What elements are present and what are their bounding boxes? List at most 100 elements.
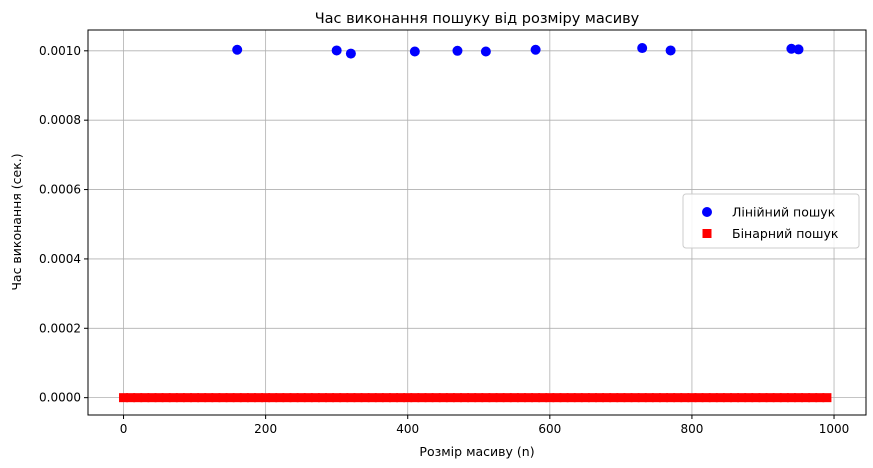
legend-label-binary: Бінарний пошук	[732, 226, 839, 241]
binary-search-point	[538, 393, 548, 403]
binary-search-point	[488, 393, 498, 403]
binary-search-point	[474, 393, 484, 403]
binary-search-point	[182, 393, 192, 403]
binary-search-point	[204, 393, 214, 403]
binary-search-point	[666, 393, 676, 403]
binary-search-point	[254, 393, 264, 403]
binary-search-point	[673, 393, 683, 403]
binary-search-point	[659, 393, 669, 403]
binary-search-point	[559, 393, 569, 403]
binary-search-point	[275, 393, 285, 403]
binary-search-point	[744, 393, 754, 403]
binary-search-point	[694, 393, 704, 403]
binary-search-point	[161, 393, 171, 403]
legend-box	[682, 193, 860, 249]
binary-search-point	[353, 393, 363, 403]
binary-search-point	[246, 393, 256, 403]
binary-search-point	[225, 393, 235, 403]
linear-search-point	[793, 44, 804, 55]
x-axis-ticks: 0 200 400 600 800 1000	[120, 415, 850, 436]
binary-search-point	[794, 393, 804, 403]
binary-search-point	[502, 393, 512, 403]
binary-search-point	[289, 393, 299, 403]
binary-search-point	[410, 393, 420, 403]
binary-search-point	[708, 393, 718, 403]
binary-search-point	[531, 393, 541, 403]
binary-search-point	[722, 393, 732, 403]
binary-search-point	[495, 393, 505, 403]
binary-search-point	[261, 393, 271, 403]
plot-area-frame	[87, 29, 867, 416]
binary-search-point	[758, 393, 768, 403]
binary-search-point	[637, 393, 647, 403]
y-tick-label: 0.0006	[39, 183, 81, 197]
y-tick-label: 0.0004	[39, 252, 81, 266]
binary-search-point	[197, 393, 207, 403]
binary-search-point	[467, 393, 477, 403]
binary-search-point	[772, 393, 782, 403]
binary-search-point	[296, 393, 306, 403]
binary-search-point	[701, 393, 711, 403]
binary-search-point	[374, 393, 384, 403]
x-tick-label: 800	[680, 422, 703, 436]
binary-search-point	[644, 393, 654, 403]
linear-search-point	[530, 44, 541, 55]
legend-marker-binary	[702, 229, 712, 238]
y-tick-label: 0.0000	[39, 391, 81, 405]
y-axis-label: Час виконання (сек.)	[9, 153, 24, 290]
x-tick-label: 1000	[819, 422, 850, 436]
binary-search-point	[801, 393, 811, 403]
binary-search-point	[651, 393, 661, 403]
binary-search-point	[630, 393, 640, 403]
binary-search-point	[133, 393, 143, 403]
binary-search-point	[211, 393, 221, 403]
binary-search-point	[779, 393, 789, 403]
binary-search-point	[424, 393, 434, 403]
binary-search-point	[751, 393, 761, 403]
binary-search-point	[552, 393, 562, 403]
binary-search-point	[346, 393, 356, 403]
binary-search-point	[715, 393, 725, 403]
x-tick-label: 400	[396, 422, 419, 436]
y-tick-label: 0.0008	[39, 113, 81, 127]
binary-search-point	[310, 393, 320, 403]
linear-search-series	[232, 43, 804, 59]
binary-search-point	[332, 393, 342, 403]
binary-search-point	[325, 393, 335, 403]
binary-search-point	[303, 393, 313, 403]
binary-search-point	[516, 393, 526, 403]
binary-search-point	[737, 393, 747, 403]
x-tick-label: 0	[120, 422, 128, 436]
binary-search-point	[786, 393, 796, 403]
binary-search-point	[438, 393, 448, 403]
binary-search-point	[218, 393, 228, 403]
binary-search-point	[822, 393, 832, 403]
binary-search-point	[566, 393, 576, 403]
x-tick-label: 200	[254, 422, 277, 436]
linear-search-point	[232, 44, 243, 55]
binary-search-point	[168, 393, 178, 403]
binary-search-point	[580, 393, 590, 403]
binary-search-point	[595, 393, 605, 403]
binary-search-point	[460, 393, 470, 403]
legend-label-linear: Лінійний пошук	[732, 205, 836, 220]
binary-search-point	[190, 393, 200, 403]
linear-search-point	[331, 45, 342, 56]
y-tick-label: 0.0002	[39, 321, 81, 335]
binary-search-point	[616, 393, 626, 403]
chart-title: Час виконання пошуку від розміру масиву	[315, 11, 640, 27]
binary-search-point	[126, 393, 136, 403]
binary-search-point	[232, 393, 242, 403]
binary-search-point	[815, 393, 825, 403]
binary-search-point	[360, 393, 370, 403]
binary-search-point	[623, 393, 633, 403]
binary-search-point	[680, 393, 690, 403]
binary-search-series	[119, 393, 832, 403]
linear-search-point	[637, 43, 648, 54]
binary-search-point	[147, 393, 157, 403]
x-tick-label: 600	[538, 422, 561, 436]
binary-search-point	[765, 393, 775, 403]
y-axis-ticks: 0.0000 0.0002 0.0004 0.0006 0.0008 0.0010	[39, 44, 88, 405]
binary-search-point	[602, 393, 612, 403]
